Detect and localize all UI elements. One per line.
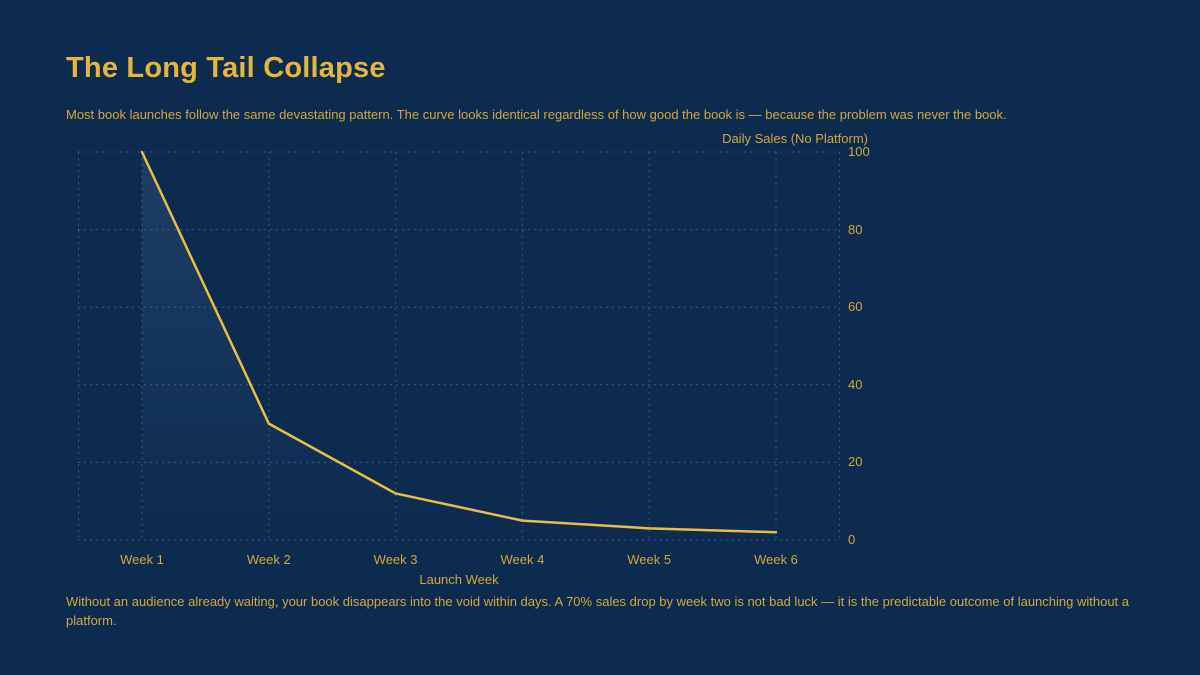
y-tick-label: 0 [848,532,856,547]
y-tick-label: 60 [848,299,863,315]
x-tick-label: Week 3 [373,552,418,567]
x-axis-title: Launch Week [419,572,499,587]
chart-canvas [78,150,840,541]
x-tick-label: Week 5 [627,552,672,567]
y-axis-title: Daily Sales (No Platform) [722,131,868,146]
chart-subtitle: Most book launches follow the same devas… [66,107,1007,122]
x-tick-label: Week 6 [754,552,798,567]
area-fill [142,152,776,540]
y-tick-label: 40 [848,376,863,392]
x-tick-label: Week 4 [500,552,545,567]
y-tick-label: 20 [848,454,863,470]
x-tick-label: Week 2 [246,552,291,567]
y-tick-label: 100 [848,144,870,159]
sales-line [140,150,778,534]
x-tick-label: Week 1 [120,552,164,567]
page-title: The Long Tail Collapse [66,52,386,84]
line-chart: Daily Sales (No Platform) 0 20 40 60 80 100 W… [78,131,870,587]
footer-text: Without an audience already waiting, you… [66,594,1130,628]
y-tick-label: 80 [848,221,863,237]
